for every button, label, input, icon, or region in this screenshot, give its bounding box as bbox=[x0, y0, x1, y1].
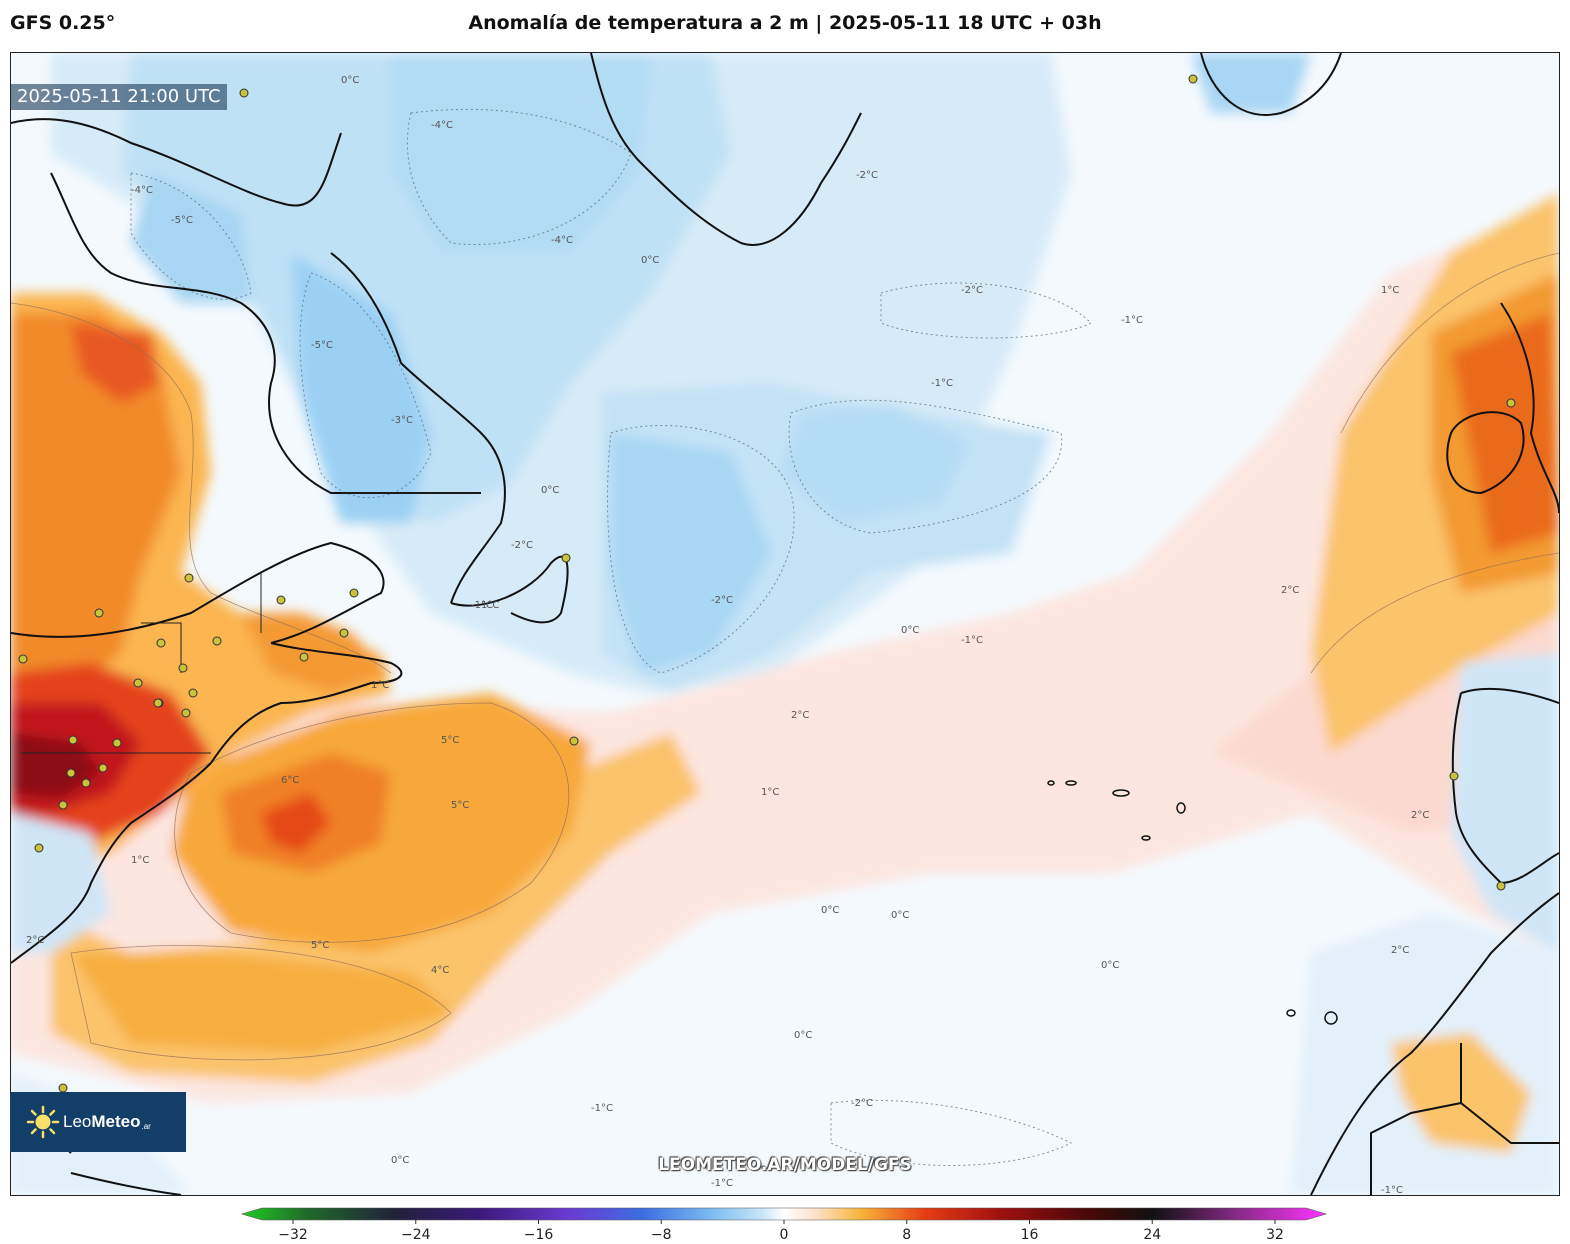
contour-label: 0°C bbox=[891, 910, 909, 921]
colorbar-tick-label: 32 bbox=[1266, 1227, 1284, 1243]
contour-label: -2°C bbox=[511, 540, 533, 551]
contour-label: -5°C bbox=[171, 215, 193, 226]
colorbar-tick-label: 8 bbox=[902, 1227, 911, 1243]
contour-label: 0°C bbox=[901, 625, 919, 636]
logo-text: LeoMeteo.ar bbox=[63, 1112, 151, 1131]
contour-label: 2°C bbox=[791, 710, 809, 721]
contour-label: 1°C bbox=[481, 600, 499, 611]
contour-label: 0°C bbox=[641, 255, 659, 266]
colorbar: −32 −24 −16 −8 0 8 16 24 32 bbox=[240, 1207, 1328, 1243]
contour-label: 6°C bbox=[281, 775, 299, 786]
contour-label: -3°C bbox=[391, 415, 413, 426]
contour-label: 0°C bbox=[341, 75, 359, 86]
contour-label: -4°C bbox=[431, 120, 453, 131]
contour-label: 5°C bbox=[311, 940, 329, 951]
sun-icon bbox=[26, 1105, 60, 1139]
contour-label: -5°C bbox=[311, 340, 333, 351]
contour-label: 0°C bbox=[794, 1030, 812, 1041]
contour-label: -2°C bbox=[856, 170, 878, 181]
colorbar-tick-label: −16 bbox=[524, 1227, 554, 1243]
contour-label: 5°C bbox=[451, 800, 469, 811]
watermark-url: LEOMETEO.AR/MODEL/GFS bbox=[658, 1155, 912, 1175]
contour-label: -1°C bbox=[711, 1178, 733, 1189]
colorbar-tick-label: −24 bbox=[401, 1227, 431, 1243]
colorbar-tick-label: −32 bbox=[278, 1227, 308, 1243]
map-title: Anomalía de temperatura a 2 m | 2025-05-… bbox=[468, 12, 1102, 34]
model-label: GFS 0.25° bbox=[10, 12, 116, 34]
contour-label: -4°C bbox=[131, 185, 153, 196]
contour-label: 4°C bbox=[431, 965, 449, 976]
contour-label: 2°C bbox=[1281, 585, 1299, 596]
contour-label: 2°C bbox=[1411, 810, 1429, 821]
contour-label: -1°C bbox=[471, 600, 493, 611]
contour-label: 1°C bbox=[761, 787, 779, 798]
colorbar-tick-label: 16 bbox=[1021, 1227, 1039, 1243]
contour-label: -1°C bbox=[1381, 1185, 1403, 1195]
contour-label: -1°C bbox=[591, 1103, 613, 1114]
colorbar-tick-label: −8 bbox=[651, 1227, 672, 1243]
contour-label: -2°C bbox=[851, 1098, 873, 1109]
colorbar-tick-label: 24 bbox=[1143, 1227, 1161, 1243]
colorbar-gradient bbox=[240, 1207, 1328, 1221]
valid-time-label: 2025-05-11 21:00 UTC bbox=[11, 84, 227, 110]
contour-label: 2°C bbox=[26, 935, 44, 946]
contour-label: 0°C bbox=[821, 905, 839, 916]
contour-label: -2°C bbox=[961, 285, 983, 296]
contour-label: -1°C bbox=[931, 378, 953, 389]
contour-label: 0°C bbox=[541, 485, 559, 496]
colorbar-tick-label: 0 bbox=[780, 1227, 789, 1243]
contour-label: 0°C bbox=[1101, 960, 1119, 971]
contour-label: -4°C bbox=[551, 235, 573, 246]
leometeo-logo[interactable]: LeoMeteo.ar bbox=[10, 1092, 186, 1152]
contour-label: -1°C bbox=[961, 635, 983, 646]
contour-label: -1°C bbox=[1121, 315, 1143, 326]
contour-label: 2°C bbox=[1391, 945, 1409, 956]
contour-label: 0°C bbox=[391, 1155, 409, 1166]
anomaly-map[interactable]: 0°C -4°C -5°C -4°C -4°C 0°C -2°C -2°C -1… bbox=[10, 52, 1560, 1196]
contour-label: -2°C bbox=[711, 595, 733, 606]
contour-label: 1°C bbox=[1381, 285, 1399, 296]
map-canvas: 0°C -4°C -5°C -4°C -4°C 0°C -2°C -2°C -1… bbox=[11, 53, 1559, 1195]
contour-label: 1°C bbox=[371, 680, 389, 691]
contour-label: 5°C bbox=[441, 735, 459, 746]
contour-label: 1°C bbox=[131, 855, 149, 866]
